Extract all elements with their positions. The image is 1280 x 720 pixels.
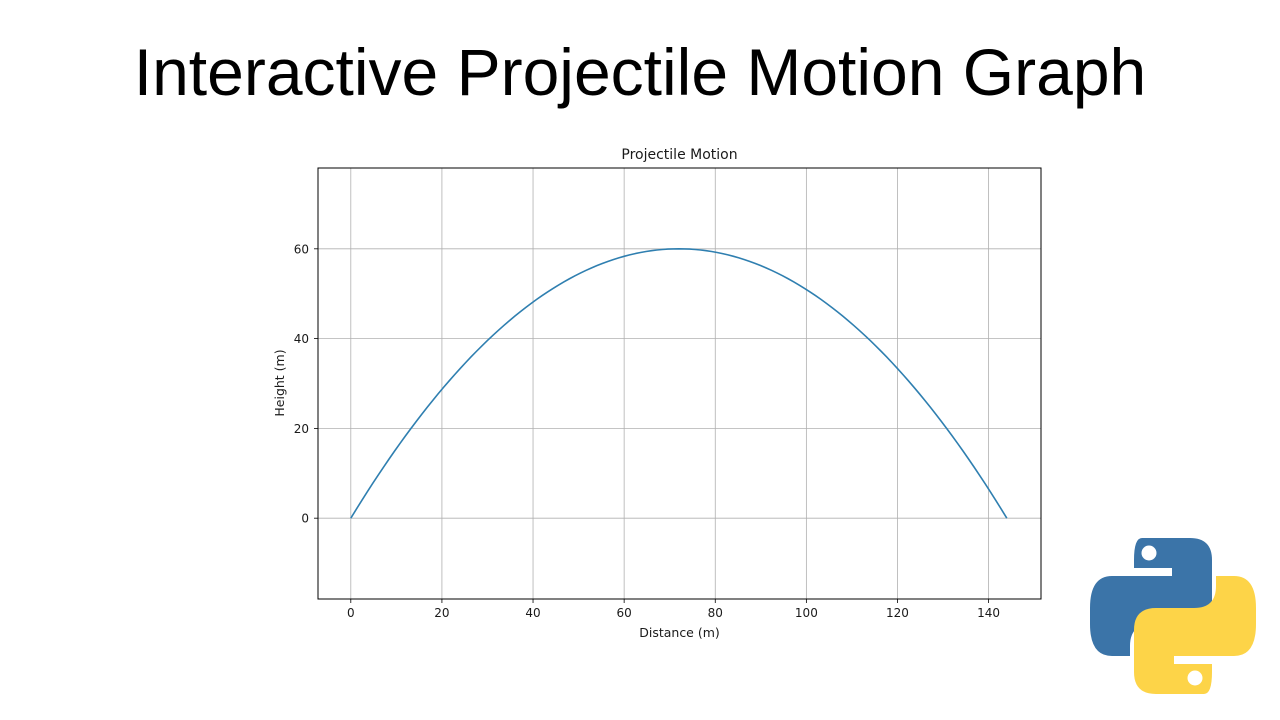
grid-lines bbox=[318, 168, 1041, 599]
x-tick-label: 20 bbox=[434, 606, 449, 620]
y-tick-label: 0 bbox=[301, 512, 309, 526]
x-axis-label: Distance (m) bbox=[639, 625, 720, 640]
x-tick-label: 120 bbox=[886, 606, 909, 620]
x-tick-label: 60 bbox=[617, 606, 632, 620]
trajectory-line bbox=[350, 248, 1008, 519]
x-tick-label: 40 bbox=[525, 606, 540, 620]
y-tick-label: 40 bbox=[294, 332, 309, 346]
page-title: Interactive Projectile Motion Graph bbox=[133, 35, 1147, 109]
x-tick-label: 0 bbox=[347, 606, 355, 620]
x-tick-label: 140 bbox=[977, 606, 1000, 620]
y-tick-label: 20 bbox=[294, 422, 309, 436]
chart-title: Projectile Motion bbox=[621, 147, 737, 163]
axis-ticks: 0 20 40 60 80 100 120 140 0 20 40 60 bbox=[294, 242, 1000, 620]
y-axis-label: Height (m) bbox=[272, 349, 287, 416]
python-logo-icon bbox=[1090, 538, 1256, 694]
y-tick-label: 60 bbox=[294, 242, 309, 256]
x-tick-label: 100 bbox=[795, 606, 818, 620]
plot-frame bbox=[317, 167, 1042, 600]
x-tick-label: 80 bbox=[708, 606, 723, 620]
